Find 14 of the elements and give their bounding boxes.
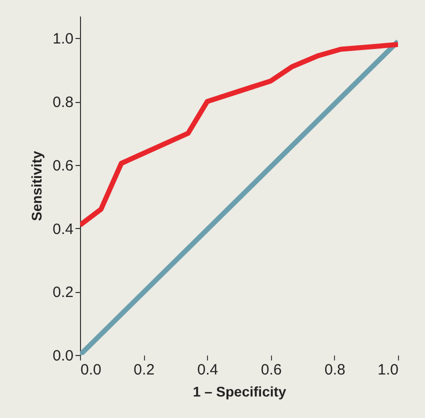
y-tick-label: 0.6 (52, 157, 74, 174)
x-axis-title: 1 – Specificity (192, 384, 286, 400)
x-tick-label: 0.2 (134, 362, 155, 378)
x-tick-label: 0.4 (197, 362, 218, 378)
x-tick-label: 0.6 (260, 362, 282, 378)
x-tick-label: 1.0 (378, 362, 398, 378)
y-tick-label: 0.4 (52, 220, 74, 238)
y-tick-label: 1.0 (52, 30, 74, 48)
y-axis-title: Sensitivity (28, 150, 45, 222)
y-tick-label: 0.0 (52, 348, 74, 364)
x-tick-label: 0.8 (324, 362, 346, 378)
y-tick-label: 0.8 (52, 94, 74, 112)
y-tick-label: 0.2 (52, 284, 74, 302)
x-tick-label: 0.0 (80, 362, 102, 378)
